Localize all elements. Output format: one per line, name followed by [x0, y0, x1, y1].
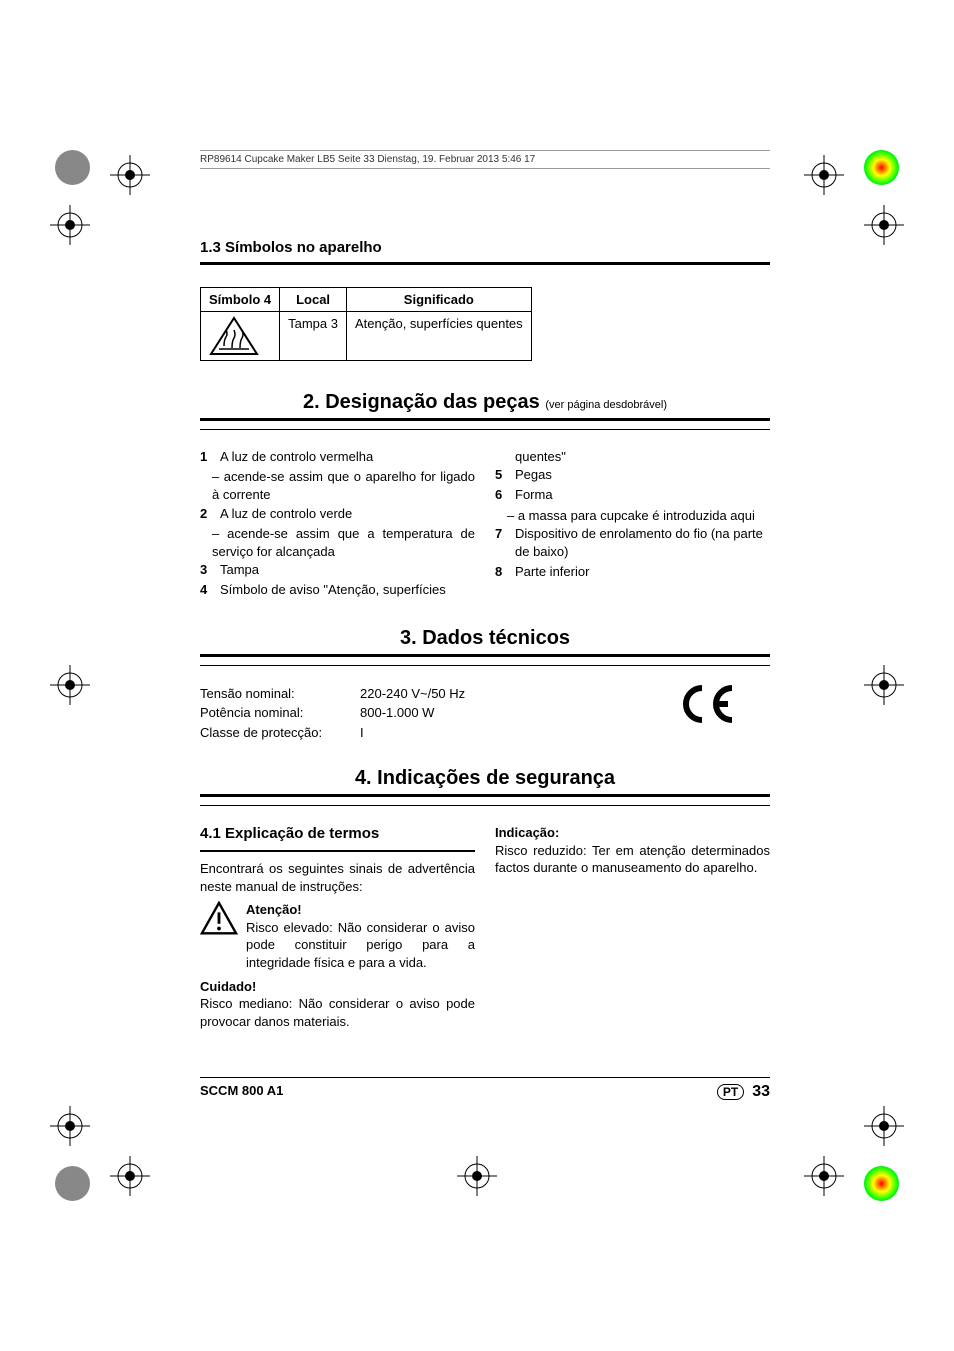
ce-mark-icon: [680, 684, 740, 733]
intro-text: Encontrará os seguintes sinais de advert…: [200, 860, 475, 895]
registration-mark-icon: [804, 1156, 844, 1196]
table-header: Local: [280, 288, 347, 312]
table-cell: Atenção, superfícies quentes: [347, 312, 532, 361]
divider: [200, 805, 770, 806]
registration-mark-icon: [864, 205, 904, 245]
table-header: Símbolo 4: [201, 288, 280, 312]
table-cell: Tampa 3: [280, 312, 347, 361]
registration-mark-icon: [110, 155, 150, 195]
registration-mark-icon: [50, 1106, 90, 1146]
safety-left-column: 4.1 Explicação de termos Encontrará os s…: [200, 824, 475, 1030]
registration-mark-icon: [50, 205, 90, 245]
section-3-title: 3. Dados técnicos: [200, 627, 770, 650]
divider: [200, 654, 770, 657]
parts-list-left: 1A luz de controlo vermelha – acende-se …: [200, 448, 475, 602]
divider: [200, 418, 770, 421]
safety-right-column: Indicação: Risco reduzido: Ter em atençã…: [495, 824, 770, 1030]
section-2-title: 2. Designação das peças (ver página desd…: [200, 391, 770, 414]
divider: [200, 429, 770, 430]
symbols-table: Símbolo 4 Local Significado Tampa 3 Aten…: [200, 287, 532, 361]
section-1-3-title: 1.3 Símbolos no aparelho: [200, 239, 770, 256]
section-4-title: 4. Indicações de segurança: [200, 767, 770, 790]
divider: [200, 665, 770, 666]
color-swatch-icon: [864, 1166, 899, 1201]
table-header: Significado: [347, 288, 532, 312]
parts-list-right: quentes" 5Pegas 6Forma – a massa para cu…: [495, 448, 770, 602]
parts-list: 1A luz de controlo vermelha – acende-se …: [200, 448, 770, 602]
color-swatch-icon: [55, 1166, 90, 1201]
registration-mark-icon: [864, 665, 904, 705]
model-number: SCCM 800 A1: [200, 1083, 283, 1101]
registration-mark-icon: [50, 665, 90, 705]
page-number: 33: [752, 1083, 770, 1101]
language-badge: PT: [717, 1084, 744, 1100]
registration-mark-icon: [457, 1156, 497, 1196]
warning-atencao: Atenção! Risco elevado: Não considerar o…: [200, 901, 475, 971]
tech-data: Tensão nominal:220-240 V~/50 Hz Potência…: [200, 684, 770, 743]
divider: [200, 262, 770, 265]
color-swatch-icon: [55, 150, 90, 185]
registration-mark-icon: [110, 1156, 150, 1196]
warning-indicacao: Indicação: Risco reduzido: Ter em atençã…: [495, 824, 770, 877]
page-content: RP89614 Cupcake Maker LB5 Seite 33 Diens…: [200, 150, 770, 1030]
table-cell-symbol: [201, 312, 280, 361]
warning-cuidado: Cuidado! Risco mediano: Não considerar o…: [200, 978, 475, 1031]
section-4-1-title: 4.1 Explicação de termos: [200, 824, 475, 844]
color-swatch-icon: [864, 150, 899, 185]
print-header: RP89614 Cupcake Maker LB5 Seite 33 Diens…: [200, 150, 770, 169]
registration-mark-icon: [864, 1106, 904, 1146]
divider: [200, 794, 770, 797]
page-footer: SCCM 800 A1 PT 33: [200, 1077, 770, 1101]
registration-mark-icon: [804, 155, 844, 195]
hot-surface-icon: [209, 316, 259, 356]
safety-content: 4.1 Explicação de termos Encontrará os s…: [200, 824, 770, 1030]
page-number-group: PT 33: [717, 1083, 770, 1101]
warning-triangle-icon: [200, 901, 238, 971]
divider: [200, 850, 475, 852]
